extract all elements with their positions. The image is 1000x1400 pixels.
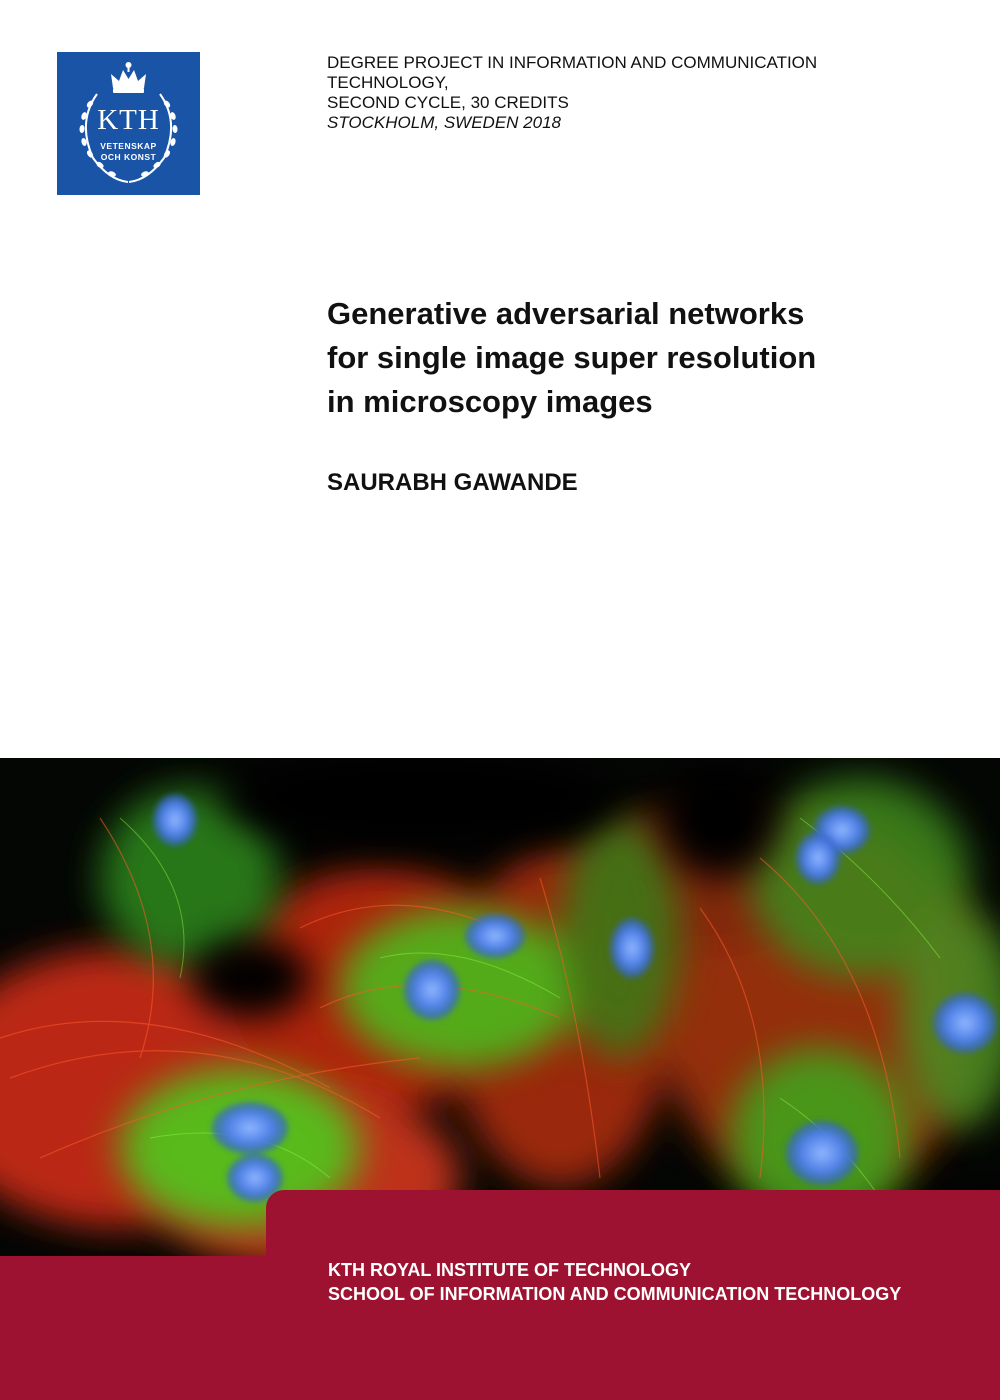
thesis-title: Generative adversarial networks for sing… (327, 292, 947, 424)
degree-line-1: DEGREE PROJECT IN INFORMATION AND COMMUN… (327, 53, 818, 72)
footer-text: KTH ROYAL INSTITUTE OF TECHNOLOGY SCHOOL… (328, 1258, 901, 1306)
title-line-2: for single image super resolution (327, 340, 817, 375)
degree-line-2: TECHNOLOGY, (327, 73, 449, 92)
cover-image (0, 758, 1000, 1256)
fluorescence-microscopy-cells-image (0, 758, 1000, 1256)
title-line-3: in microscopy images (327, 384, 653, 419)
degree-info: DEGREE PROJECT IN INFORMATION AND COMMUN… (327, 53, 927, 133)
footer-band (0, 1256, 1000, 1400)
institution-name: KTH ROYAL INSTITUTE OF TECHNOLOGY (328, 1260, 692, 1280)
kth-crown-wreath-icon (79, 62, 178, 183)
kth-logo: KTH VETENSKAP OCH KONST (57, 52, 200, 195)
school-name: SCHOOL OF INFORMATION AND COMMUNICATION … (328, 1284, 902, 1304)
degree-line-3: SECOND CYCLE, 30 CREDITS (327, 93, 569, 112)
degree-location: STOCKHOLM, SWEDEN 2018 (327, 113, 561, 132)
logo-wordmark: KTH (97, 104, 160, 136)
logo-tagline-1: VETENSKAP (100, 141, 157, 151)
title-line-1: Generative adversarial networks (327, 296, 805, 331)
author-name: SAURABH GAWANDE (327, 469, 578, 496)
logo-tagline-2: OCH KONST (100, 152, 157, 162)
